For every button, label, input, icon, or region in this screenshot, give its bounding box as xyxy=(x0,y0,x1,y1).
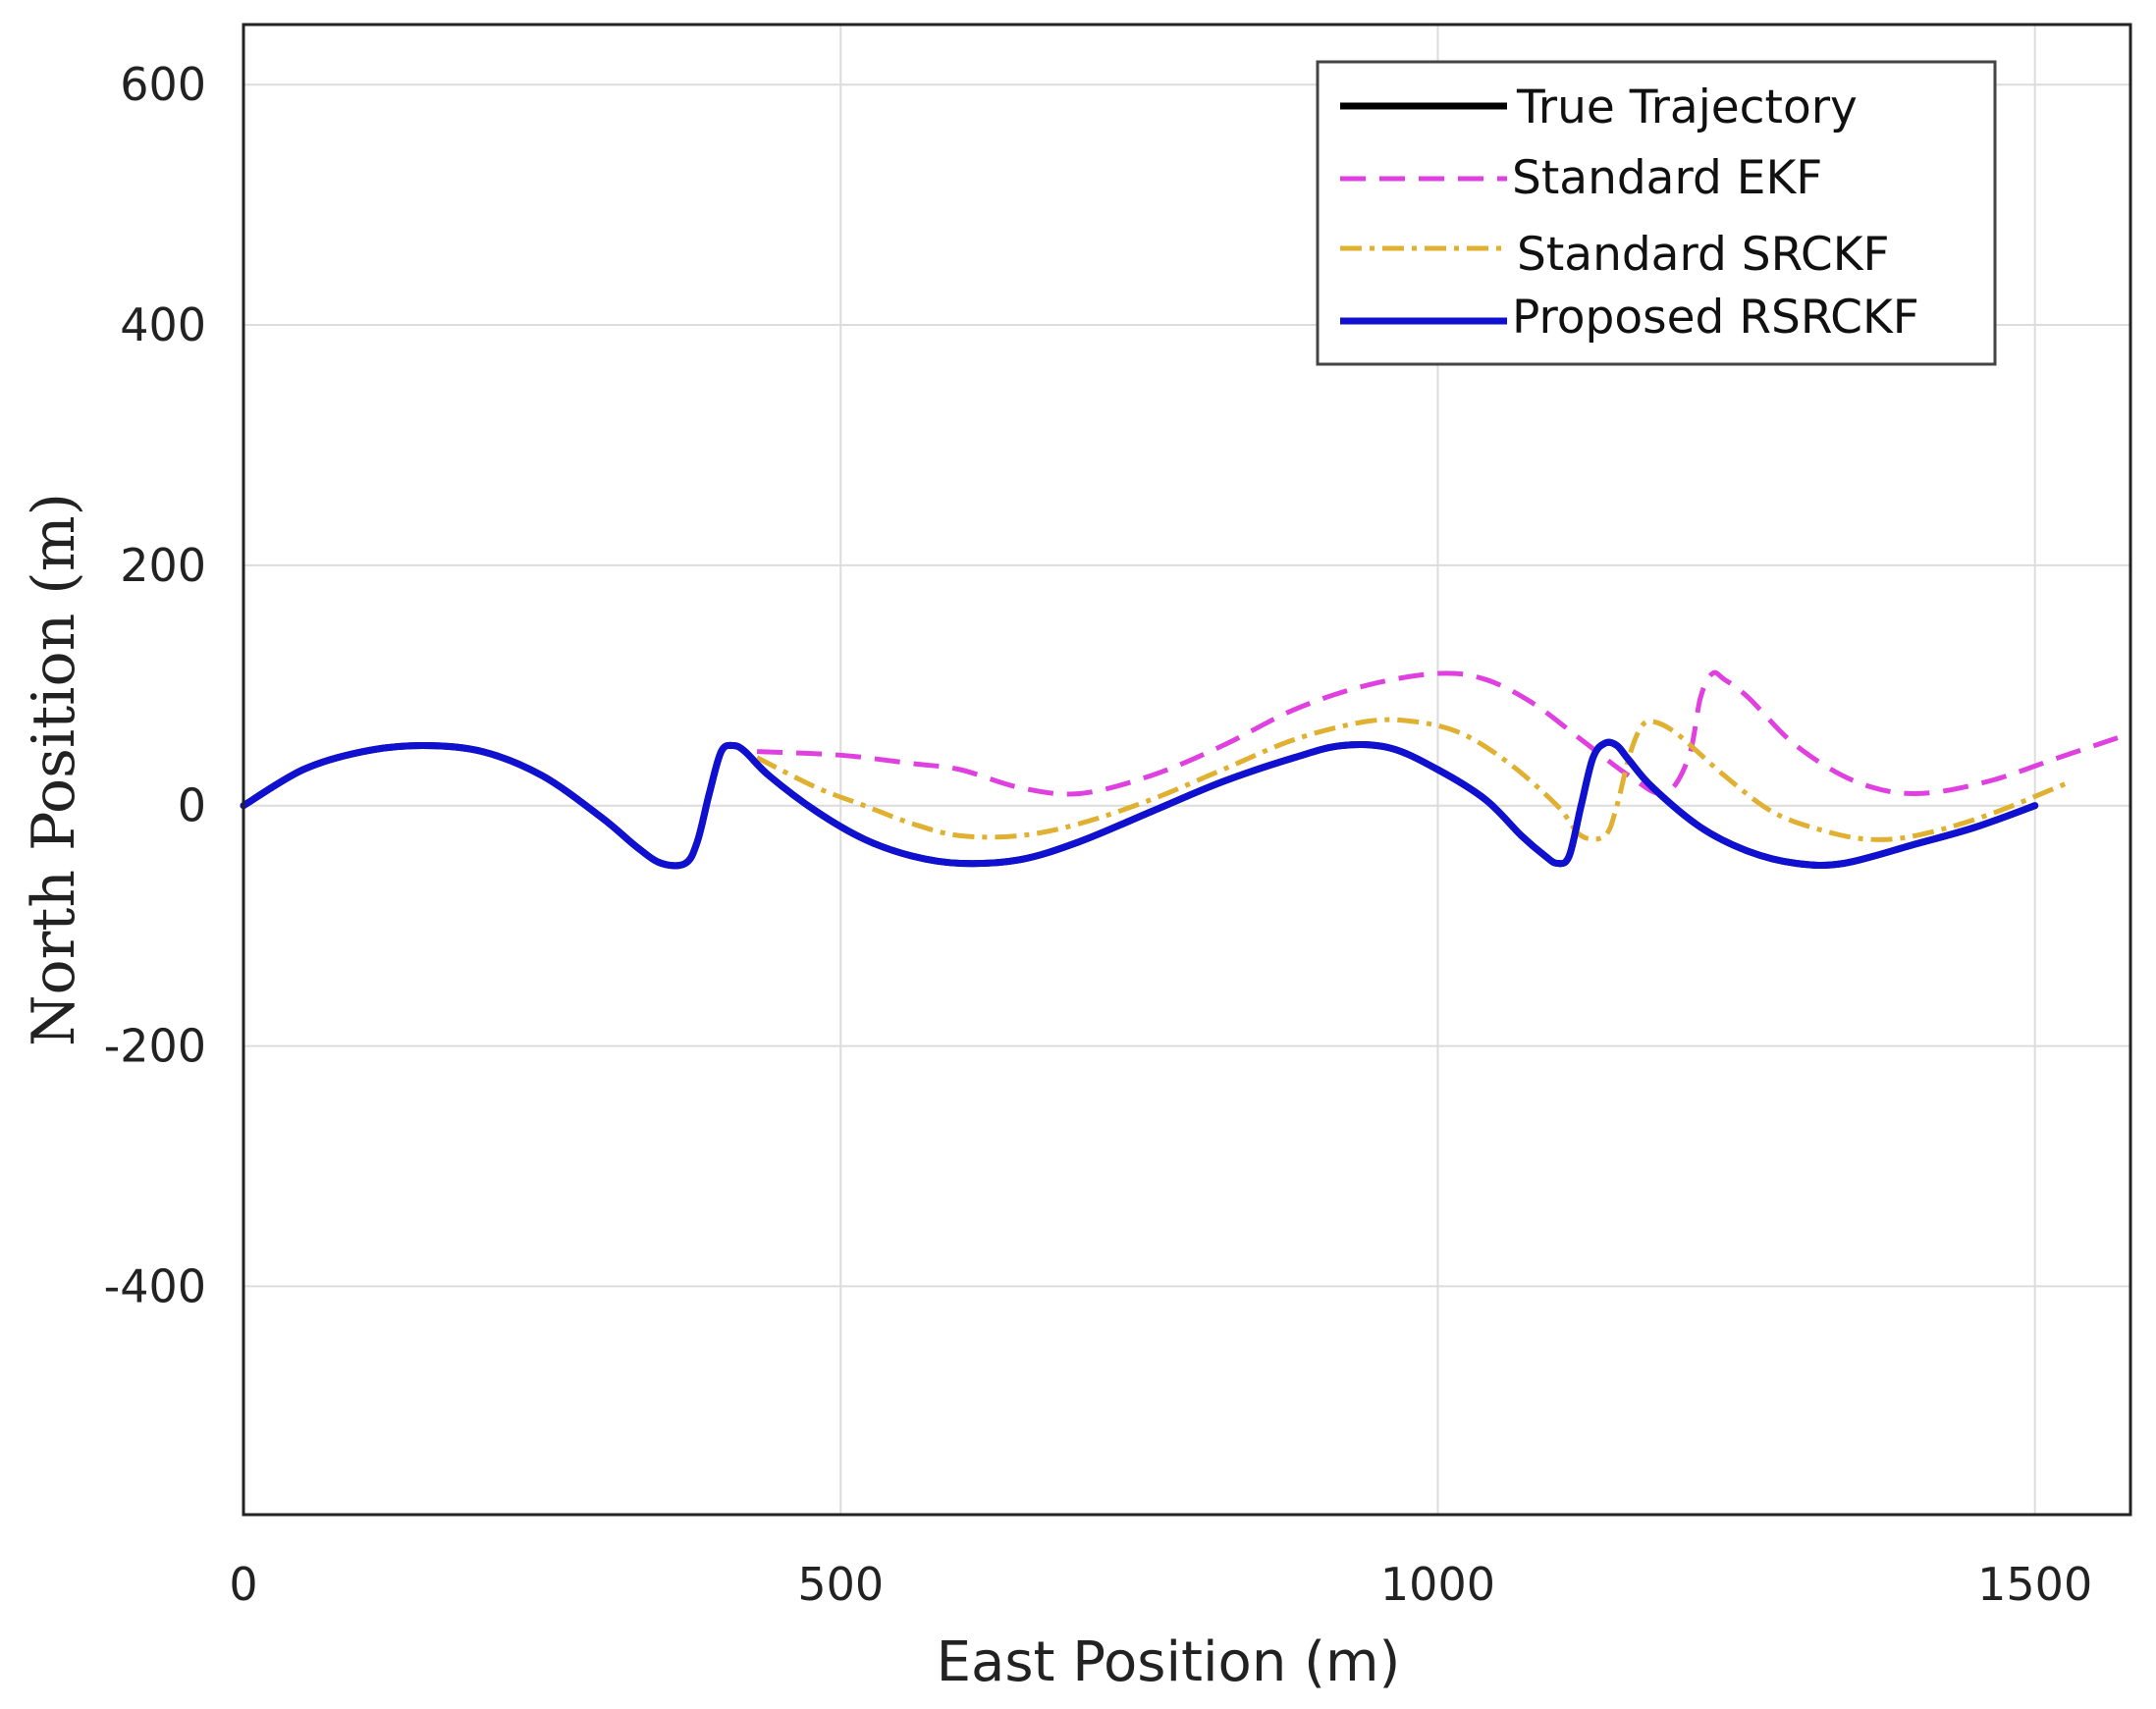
series-line-standard-srckf xyxy=(755,717,2073,842)
x-axis-label: East Position (m) xyxy=(937,1630,1401,1694)
legend-box xyxy=(1316,60,1997,366)
legend-label-true-trajectory: True Trajectory xyxy=(1516,80,1858,134)
legend-label-standard-srckf: Standard SRCKF xyxy=(1517,228,1890,282)
y-tick-label: -200 xyxy=(104,1020,206,1073)
x-tick-label: 0 xyxy=(229,1558,257,1611)
y-tick-label: 400 xyxy=(120,298,206,351)
plot-frame xyxy=(242,23,2132,1517)
legend-label-standard-ekf: Standard EKF xyxy=(1512,151,1822,205)
legend: True Trajectory Standard EKF Standard SR… xyxy=(1316,60,1997,366)
tick-labels: 0 500 1000 1500 600 400 200 0 -200 -400 xyxy=(104,58,2093,1611)
series-line-standard-ekf xyxy=(756,669,2131,797)
y-tick-label: 0 xyxy=(178,779,206,832)
legend-label-proposed-rsrckf: Proposed RSRCKF xyxy=(1512,291,1919,345)
x-tick-label: 500 xyxy=(797,1558,884,1611)
y-axis-label: North Position (m) xyxy=(20,493,88,1046)
x-tick-label: 1000 xyxy=(1380,1558,1495,1611)
x-tick-label: 1500 xyxy=(1977,1558,2092,1611)
y-tick-label: 600 xyxy=(120,58,206,111)
y-tick-label: -400 xyxy=(104,1259,206,1312)
series-layer xyxy=(240,669,2131,870)
y-tick-label: 200 xyxy=(120,539,206,592)
series-line-proposed-rsrckf xyxy=(240,738,2039,870)
